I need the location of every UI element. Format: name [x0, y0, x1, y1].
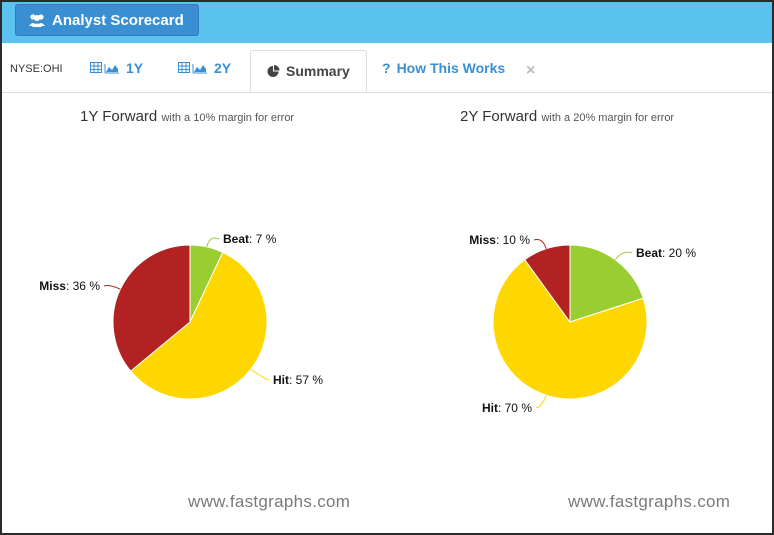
header-title: Analyst Scorecard	[52, 11, 184, 29]
tab-2y-label: 2Y	[214, 60, 232, 76]
close-icon[interactable]: ×	[526, 62, 536, 79]
chart-2-title-main: 2Y Forward	[460, 108, 538, 125]
pie-2-slice-miss[interactable]	[524, 244, 571, 324]
pie-1-connector-miss	[103, 284, 121, 290]
tab-1y[interactable]: 1Y	[90, 55, 143, 81]
tab-1y-label: 1Y	[126, 60, 144, 76]
pie-1-label-beat: Beat: 7 %	[223, 232, 277, 246]
chart-2-subtitle: with a 20% margin for error	[541, 112, 675, 124]
tab-how-label: How This Works	[396, 60, 506, 76]
chart-1-title: 1Y Forward with a 10% margin for error	[80, 108, 294, 125]
analyst-scorecard-button[interactable]: Analyst Scorecard	[15, 4, 199, 36]
pie-2-connector-beat	[614, 251, 633, 260]
pie-2-connector-hit	[535, 395, 547, 409]
pie-2-slice-hit[interactable]	[492, 259, 648, 400]
table-chart-icon	[178, 62, 207, 74]
watermark-1: www.fastgraphs.com	[188, 492, 351, 511]
pie-1-connector-beat	[206, 237, 220, 248]
pie-chart-icon	[267, 64, 280, 77]
pie-1-label-hit: Hit: 57 %	[273, 373, 323, 387]
chart-1-subtitle: with a 10% margin for error	[161, 112, 295, 124]
question-icon: ?	[382, 60, 391, 76]
pie-2-label-miss: Miss: 10 %	[469, 233, 530, 247]
table-chart-icon	[90, 62, 119, 74]
header-bar: Analyst Scorecard	[2, 2, 772, 43]
users-icon	[29, 14, 45, 27]
ticker-label: NYSE:OHI	[10, 63, 63, 75]
pie-2-slice-beat[interactable]	[569, 244, 644, 323]
tab-summary-label: Summary	[286, 63, 350, 79]
tab-bar: NYSE:OHI 1Y 2Y	[2, 43, 772, 93]
pie-1-connector-hit	[250, 368, 270, 381]
tab-2y[interactable]: 2Y	[178, 55, 231, 81]
tab-summary[interactable]: Summary	[250, 50, 367, 92]
chart-1-title-main: 1Y Forward	[80, 108, 158, 125]
watermark-2: www.fastgraphs.com	[568, 492, 731, 511]
chart-2-title: 2Y Forward with a 20% margin for error	[460, 108, 674, 125]
pie-2-connector-miss	[533, 239, 547, 249]
tab-how-this-works[interactable]: ? How This Works	[382, 55, 505, 81]
pie-2-label-hit: Hit: 70 %	[482, 401, 532, 415]
pie-2-label-beat: Beat: 20 %	[636, 246, 696, 260]
pie-1-label-miss: Miss: 36 %	[39, 279, 100, 293]
pie-1-slice-miss[interactable]	[112, 244, 191, 372]
